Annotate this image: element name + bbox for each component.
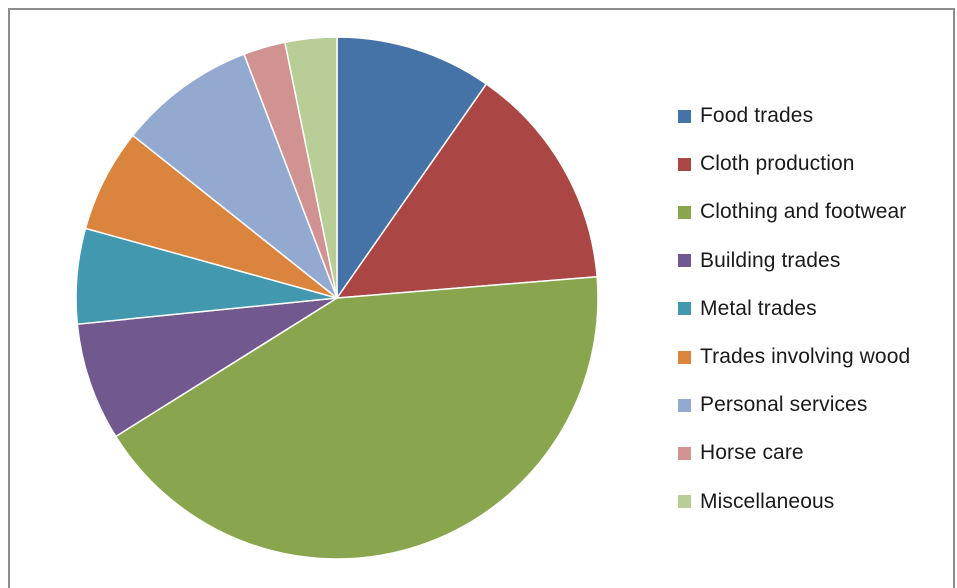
legend-swatch	[678, 302, 691, 316]
legend-swatch	[678, 350, 691, 364]
legend-label: Food trades	[700, 104, 814, 128]
pie-slice-food-trades	[336, 36, 488, 299]
legend-swatch	[678, 109, 691, 123]
legend-item-clothing-and-footwear: Clothing and footwear	[678, 188, 910, 236]
legend-item-building-trades: Building trades	[678, 237, 910, 285]
legend-label: Personal services	[700, 393, 868, 417]
legend-item-food-trades: Food trades	[678, 92, 910, 140]
pie-slice-clothing-and-footwear	[115, 275, 599, 560]
legend-swatch	[678, 398, 691, 412]
legend-item-metal-trades: Metal trades	[678, 285, 910, 333]
pie-slice-personal-services	[132, 53, 338, 299]
pie-slice-cloth-production	[336, 83, 598, 299]
legend-label: Cloth production	[700, 152, 855, 176]
legend-label: Clothing and footwear	[700, 200, 907, 224]
pie-slice-building-trades	[76, 297, 338, 438]
legend-swatch	[678, 254, 691, 268]
legend-item-miscellaneous: Miscellaneous	[678, 478, 910, 526]
legend-label: Metal trades	[700, 296, 817, 320]
legend-item-trades-involving-wood: Trades involving wood	[678, 333, 910, 381]
legend-item-personal-services: Personal services	[678, 381, 910, 429]
pie-slice-miscellaneous	[284, 36, 338, 299]
legend-item-cloth-production: Cloth production	[678, 140, 910, 188]
legend-swatch	[678, 446, 691, 460]
legend-label: Trades involving wood	[700, 345, 911, 369]
legend-label: Building trades	[700, 248, 841, 272]
legend-item-horse-care: Horse care	[678, 429, 910, 477]
legend-label: Horse care	[700, 441, 804, 465]
legend: Food trades Cloth production Clothing and …	[678, 92, 910, 526]
legend-swatch	[678, 495, 691, 509]
legend-swatch	[678, 205, 691, 219]
legend-label: Miscellaneous	[700, 489, 835, 513]
legend-swatch	[678, 157, 691, 171]
